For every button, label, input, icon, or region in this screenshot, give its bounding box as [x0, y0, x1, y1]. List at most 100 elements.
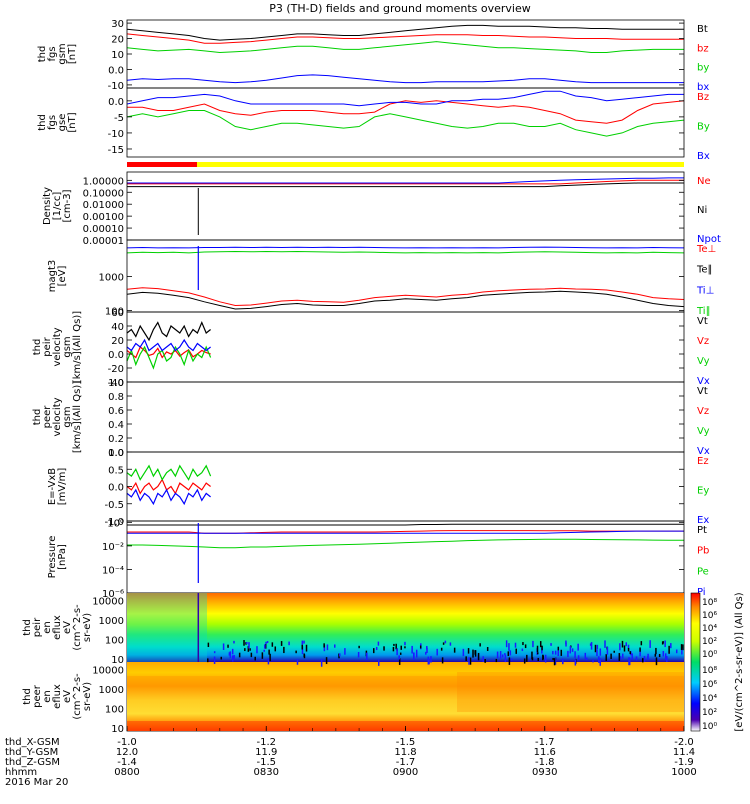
peir-noise [326, 644, 329, 651]
peir-noise [509, 650, 512, 656]
peir-noise [233, 640, 235, 644]
peir-noise [571, 648, 574, 652]
panel-frame [126, 239, 685, 313]
peir-noise [664, 640, 666, 648]
peir-noise [639, 649, 641, 657]
peir-noise [668, 645, 670, 654]
y-axis-label: gsm [62, 336, 73, 357]
peir-noise [621, 640, 624, 648]
peir-noise [442, 642, 445, 645]
x-row-value: -1.0 [117, 737, 137, 748]
series-Ni [127, 182, 684, 188]
peir-noise [325, 657, 328, 665]
peer-late-band [457, 672, 684, 712]
colorbar-tick-label: 10⁶ [702, 680, 717, 690]
peir-noise [393, 643, 395, 646]
peir-noise [267, 658, 270, 665]
y-tick-label: 1000 [99, 616, 124, 627]
peir-noise [574, 659, 577, 666]
y-axis-label: fgs [47, 115, 58, 130]
series-Vx [126, 338, 211, 352]
peir-noise [552, 650, 554, 655]
x-row-value: -1.8 [535, 757, 555, 768]
figure-title: P3 (TH-D) fields and ground moments over… [269, 2, 531, 15]
peir-noise [655, 647, 657, 655]
panel-peer_velocity: 1.0 0.8 0.6 0.4 0.2 0.0 thd peer velocity gsm [km/… [32, 378, 710, 459]
peir-noise [400, 645, 402, 650]
panel-efield: 1.0 0.5 0.0 -0.5 -1.0 E=-VxB [mV/m] Ez Ey Ex [47, 448, 709, 528]
y-tick-label: 20 [111, 336, 124, 347]
y-axis-label: eflux [52, 615, 63, 640]
legend-Vt: Vt [697, 386, 708, 397]
y-tick-label: 10000 [92, 666, 124, 677]
y-tick-label: 0.0 [108, 97, 124, 108]
y-tick-label: 10 [111, 50, 124, 61]
x-date-label: 2016 Mar 20 [5, 777, 68, 788]
y-axis-label: (cm^2-s- [72, 673, 83, 720]
peir-noise [495, 658, 498, 663]
peir-noise [554, 657, 557, 665]
legend-Te∥: Te∥ [696, 265, 713, 276]
x-row-value: -1.7 [535, 737, 555, 748]
peir-noise [539, 641, 542, 648]
peir-noise [269, 653, 271, 662]
peir-noise [261, 652, 264, 659]
panel-frame [126, 87, 685, 158]
peir-noise [245, 642, 247, 645]
x-row-value: -1.7 [396, 757, 416, 768]
x-row-value: 12.0 [116, 747, 138, 758]
peir-noise [271, 642, 274, 647]
y-tick-label: 100 [105, 306, 124, 317]
peir-noise [508, 657, 511, 665]
series-Ez [126, 478, 211, 495]
y-axis-label: peir [42, 336, 53, 356]
legend-Ey: Ey [697, 486, 709, 497]
y-tick-label: 40 [111, 322, 124, 333]
peir-noise [280, 641, 283, 646]
peir-noise [541, 647, 543, 654]
colorbar-tick-label: 10⁴ [702, 694, 717, 704]
peir-noise [375, 646, 378, 651]
peir-noise [472, 649, 474, 658]
peir-noise [567, 650, 569, 657]
peir-noise [220, 656, 223, 660]
peir-noise [584, 652, 587, 659]
peir-noise [469, 657, 472, 665]
peir-noise [627, 647, 630, 652]
y-tick-label: 0.0 [108, 448, 124, 459]
peir-noise [305, 644, 308, 652]
peir-noise [594, 644, 597, 653]
peir-noise [440, 647, 443, 651]
peir-noise [250, 652, 253, 658]
y-axis-label: magt3 [47, 260, 58, 293]
panel-temperature: 1000 100 magt3 [eV] Te⊥ Te∥ Ti⊥ Ti∥ [47, 239, 716, 317]
y-tick-label: -20 [108, 364, 124, 375]
y-axis-label: thd [37, 46, 48, 63]
peir-noise [504, 653, 506, 656]
peir-noise [565, 640, 567, 645]
peir-noise [552, 657, 554, 661]
peir-noise [357, 652, 360, 658]
peir-noise [553, 658, 556, 666]
peir-noise [430, 656, 432, 663]
y-axis-label: [nPa] [57, 544, 68, 570]
peir-noise [425, 651, 427, 655]
series-Pt [127, 523, 684, 526]
y-tick-label: -0.5 [104, 500, 124, 511]
peir-noise [605, 654, 607, 661]
peir-noise [227, 644, 229, 648]
peir-noise [303, 653, 305, 657]
peir-noise [444, 640, 447, 644]
peir-noise [655, 657, 658, 666]
peir-noise [592, 659, 594, 663]
legend-Pi: Pi [697, 587, 706, 598]
peir-noise [504, 654, 507, 663]
peir-noise [244, 648, 246, 652]
peir-noise [577, 643, 579, 651]
peir-noise [681, 648, 683, 655]
legend-Te⊥: Te⊥ [696, 244, 716, 255]
y-tick-label: 100 [105, 636, 124, 647]
y-axis-label: en [42, 690, 53, 703]
peir-noise [596, 644, 599, 650]
peir-noise [415, 649, 418, 658]
